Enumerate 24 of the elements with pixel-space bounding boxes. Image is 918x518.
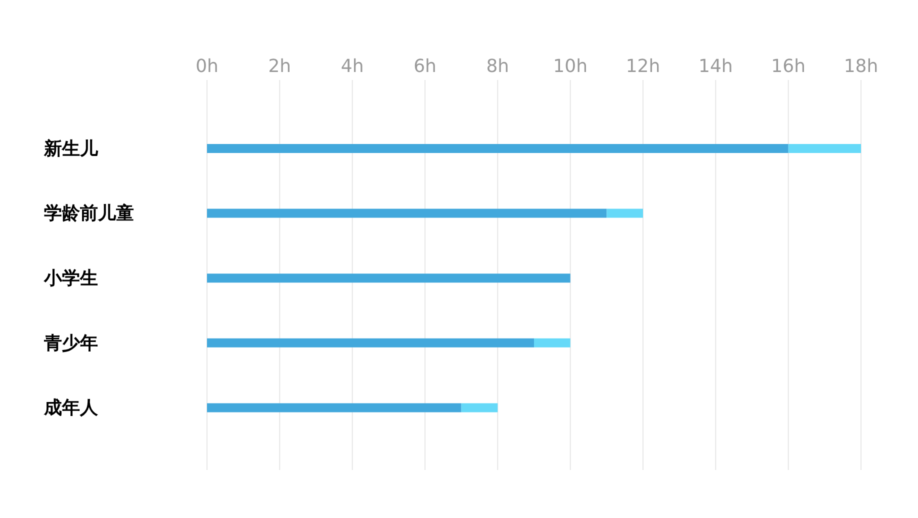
y-tick-label: 小学生 bbox=[43, 268, 98, 289]
bar bbox=[207, 338, 534, 348]
bar bbox=[788, 144, 861, 153]
x-tick-label: 2h bbox=[268, 56, 292, 77]
x-tick-label: 16h bbox=[771, 56, 806, 77]
bar bbox=[207, 403, 462, 412]
x-tick-label: 14h bbox=[698, 56, 733, 77]
x-tick-label: 4h bbox=[340, 56, 364, 77]
x-tick-label: 6h bbox=[414, 56, 436, 77]
y-tick-label: 新生儿 bbox=[43, 138, 99, 160]
bar bbox=[207, 274, 570, 283]
bar bbox=[207, 144, 788, 153]
x-tick-label: 10h bbox=[553, 56, 588, 77]
bar bbox=[461, 403, 498, 412]
y-tick-label: 学龄前儿童 bbox=[44, 203, 134, 224]
y-tick-label: 青少年 bbox=[43, 332, 98, 354]
x-tick-label: 8h bbox=[486, 56, 510, 77]
bar bbox=[534, 338, 570, 348]
y-tick-label: 成年人 bbox=[43, 398, 99, 419]
x-tick-label: 0h bbox=[196, 56, 218, 77]
bar bbox=[606, 208, 643, 218]
x-tick-label: 18h bbox=[844, 56, 878, 77]
bar bbox=[207, 208, 607, 218]
x-tick-label: 12h bbox=[626, 56, 660, 77]
